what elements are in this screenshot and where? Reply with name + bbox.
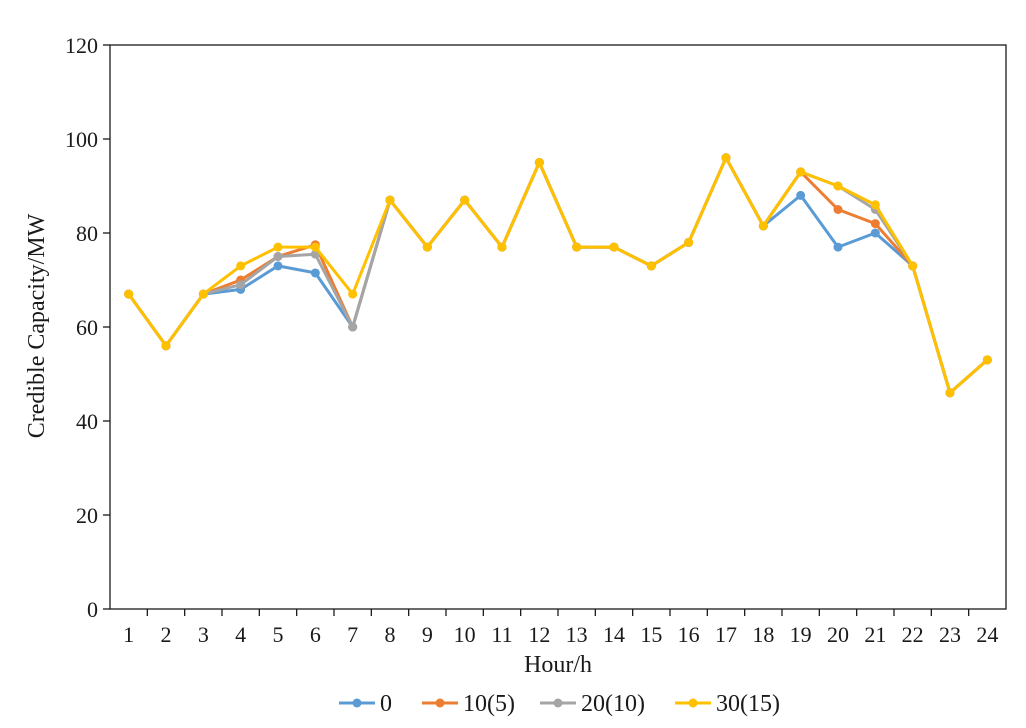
x-tick-label: 13 xyxy=(566,622,588,647)
x-tick-label: 6 xyxy=(310,622,321,647)
data-point xyxy=(124,289,134,299)
x-tick-label: 12 xyxy=(528,622,550,647)
legend-item: 0 xyxy=(339,691,392,717)
data-point xyxy=(310,242,320,252)
series-4 xyxy=(124,153,992,398)
series-3 xyxy=(124,153,992,398)
data-point xyxy=(870,219,880,229)
data-point xyxy=(870,228,880,238)
x-tick-label: 1 xyxy=(123,622,134,647)
data-point xyxy=(833,181,843,191)
x-tick-label: 10 xyxy=(454,622,476,647)
data-point xyxy=(273,261,283,271)
y-tick-label: 60 xyxy=(76,315,98,340)
y-axis-title: Credible Capacity/MW xyxy=(24,213,50,438)
data-point xyxy=(572,242,582,252)
series-line xyxy=(127,156,989,395)
y-tick-label: 120 xyxy=(65,33,98,58)
legend-marker xyxy=(435,698,445,708)
data-point xyxy=(310,268,320,278)
x-tick-label: 18 xyxy=(752,622,774,647)
y-tick-label: 80 xyxy=(76,221,98,246)
data-point xyxy=(460,195,470,205)
data-point xyxy=(646,261,656,271)
data-point xyxy=(833,242,843,252)
x-tick-label: 23 xyxy=(939,622,961,647)
data-point xyxy=(348,322,358,332)
data-point xyxy=(721,153,731,163)
legend-marker xyxy=(352,698,362,708)
legend-label: 20(10) xyxy=(581,691,645,717)
data-point xyxy=(273,242,283,252)
legend-item: 10(5) xyxy=(422,691,515,717)
data-point xyxy=(385,195,395,205)
x-tick-label: 20 xyxy=(827,622,849,647)
data-point xyxy=(161,341,171,351)
data-point xyxy=(758,221,768,231)
data-point xyxy=(870,200,880,210)
legend-label: 0 xyxy=(380,691,392,717)
x-tick-label: 22 xyxy=(902,622,924,647)
data-point xyxy=(534,158,544,167)
x-tick-label: 15 xyxy=(640,622,662,647)
x-tick-label: 21 xyxy=(864,622,886,647)
data-point xyxy=(945,388,955,398)
x-tick-label: 4 xyxy=(235,622,246,647)
plot-border xyxy=(109,44,1007,610)
data-point xyxy=(684,237,694,247)
x-tick-label: 16 xyxy=(678,622,700,647)
data-point xyxy=(982,355,992,365)
data-point xyxy=(796,167,806,177)
x-tick-label: 19 xyxy=(790,622,812,647)
data-point xyxy=(796,190,806,200)
legend-marker xyxy=(553,698,563,708)
data-point xyxy=(609,242,619,252)
legend-item: 20(10) xyxy=(540,691,645,717)
series-line xyxy=(127,156,989,395)
y-tick-label: 40 xyxy=(76,409,98,434)
x-axis-title: Hour/h xyxy=(524,652,592,678)
data-point xyxy=(273,252,283,261)
data-point xyxy=(422,242,432,252)
y-tick-label: 0 xyxy=(87,597,98,622)
legend-label: 30(15) xyxy=(716,691,780,717)
series-line xyxy=(127,156,989,395)
x-tick-label: 14 xyxy=(603,622,625,647)
legend-label: 10(5) xyxy=(463,691,515,717)
data-point xyxy=(236,280,246,290)
data-point xyxy=(348,289,358,299)
data-point xyxy=(908,261,918,271)
y-tick-label: 20 xyxy=(76,503,98,528)
x-tick-label: 5 xyxy=(273,622,284,647)
plot-area xyxy=(109,44,1007,610)
x-tick-label: 2 xyxy=(161,622,172,647)
x-tick-label: 24 xyxy=(976,622,998,647)
x-tick-label: 11 xyxy=(491,622,512,647)
series-layer xyxy=(124,153,992,398)
data-point xyxy=(833,205,843,214)
y-tick-label: 100 xyxy=(65,127,98,152)
data-point xyxy=(198,289,208,299)
x-tick-label: 9 xyxy=(422,622,433,647)
y-axis: 0 20 40 60 80 100 120 xyxy=(65,33,110,622)
data-point xyxy=(497,242,507,252)
legend-item: 30(15) xyxy=(675,691,780,717)
x-tick-label: 17 xyxy=(715,622,737,647)
x-tick-label: 7 xyxy=(347,622,358,647)
x-tick-label: 8 xyxy=(385,622,396,647)
x-tick-label: 3 xyxy=(198,622,209,647)
series-line xyxy=(127,156,989,395)
legend-marker xyxy=(688,698,698,708)
x-axis: 1 2 3 4 5 6 7 8 9 10 11 12 13 14 15 16 17 18 19 20 21 22 23 24 xyxy=(123,609,998,647)
data-point xyxy=(236,261,246,271)
legend: 0 10(5) 20(10) 30(15) xyxy=(339,691,780,717)
